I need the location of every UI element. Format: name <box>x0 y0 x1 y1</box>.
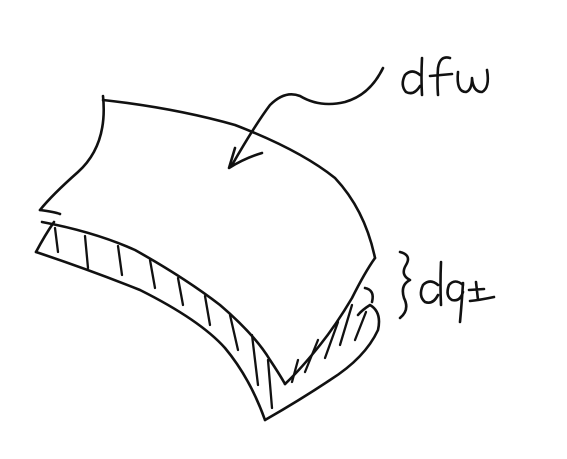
hatch-mark <box>266 358 274 410</box>
hatch-mark <box>290 358 300 384</box>
slab-bottom-edge <box>34 250 267 422</box>
top-sheet-left-edge <box>38 94 105 212</box>
glyph-f <box>428 56 454 97</box>
thickness-brace <box>398 250 412 320</box>
hatch-mark <box>116 244 124 277</box>
hatch-mark <box>203 294 212 327</box>
top-sheet <box>38 94 377 386</box>
hatch-mark <box>228 313 240 352</box>
slab-hatching <box>53 226 368 410</box>
hatch-mark <box>148 258 157 290</box>
pointer-curve <box>230 66 385 167</box>
hatch-mark <box>338 303 354 347</box>
glyph-w <box>456 68 490 94</box>
top-sheet-back-edge <box>101 98 377 260</box>
pointer-arrow <box>227 66 385 170</box>
glyph-plus-minus <box>467 280 496 303</box>
top-sheet-left-step <box>38 208 62 216</box>
hatch-mark <box>303 338 320 374</box>
hatch-mark <box>53 226 60 254</box>
top-sheet-right-edge <box>283 256 377 386</box>
hatch-mark <box>323 320 340 360</box>
glyph-d <box>401 56 424 97</box>
hatch-mark <box>250 333 260 387</box>
arrow-head <box>227 146 264 170</box>
hatch-mark <box>353 310 368 342</box>
glyph-d <box>419 260 443 307</box>
hatch-mark <box>83 234 90 270</box>
slab-left-edge <box>34 220 56 254</box>
label-dq <box>419 260 496 324</box>
slab-right-inner-edge <box>363 286 374 304</box>
lower-slab <box>34 220 381 422</box>
slab-right-edge <box>263 303 381 422</box>
hatch-mark <box>176 276 185 307</box>
label-dfw <box>401 56 490 97</box>
glyph-q <box>446 280 465 324</box>
slab-top-front-edge <box>40 220 287 386</box>
